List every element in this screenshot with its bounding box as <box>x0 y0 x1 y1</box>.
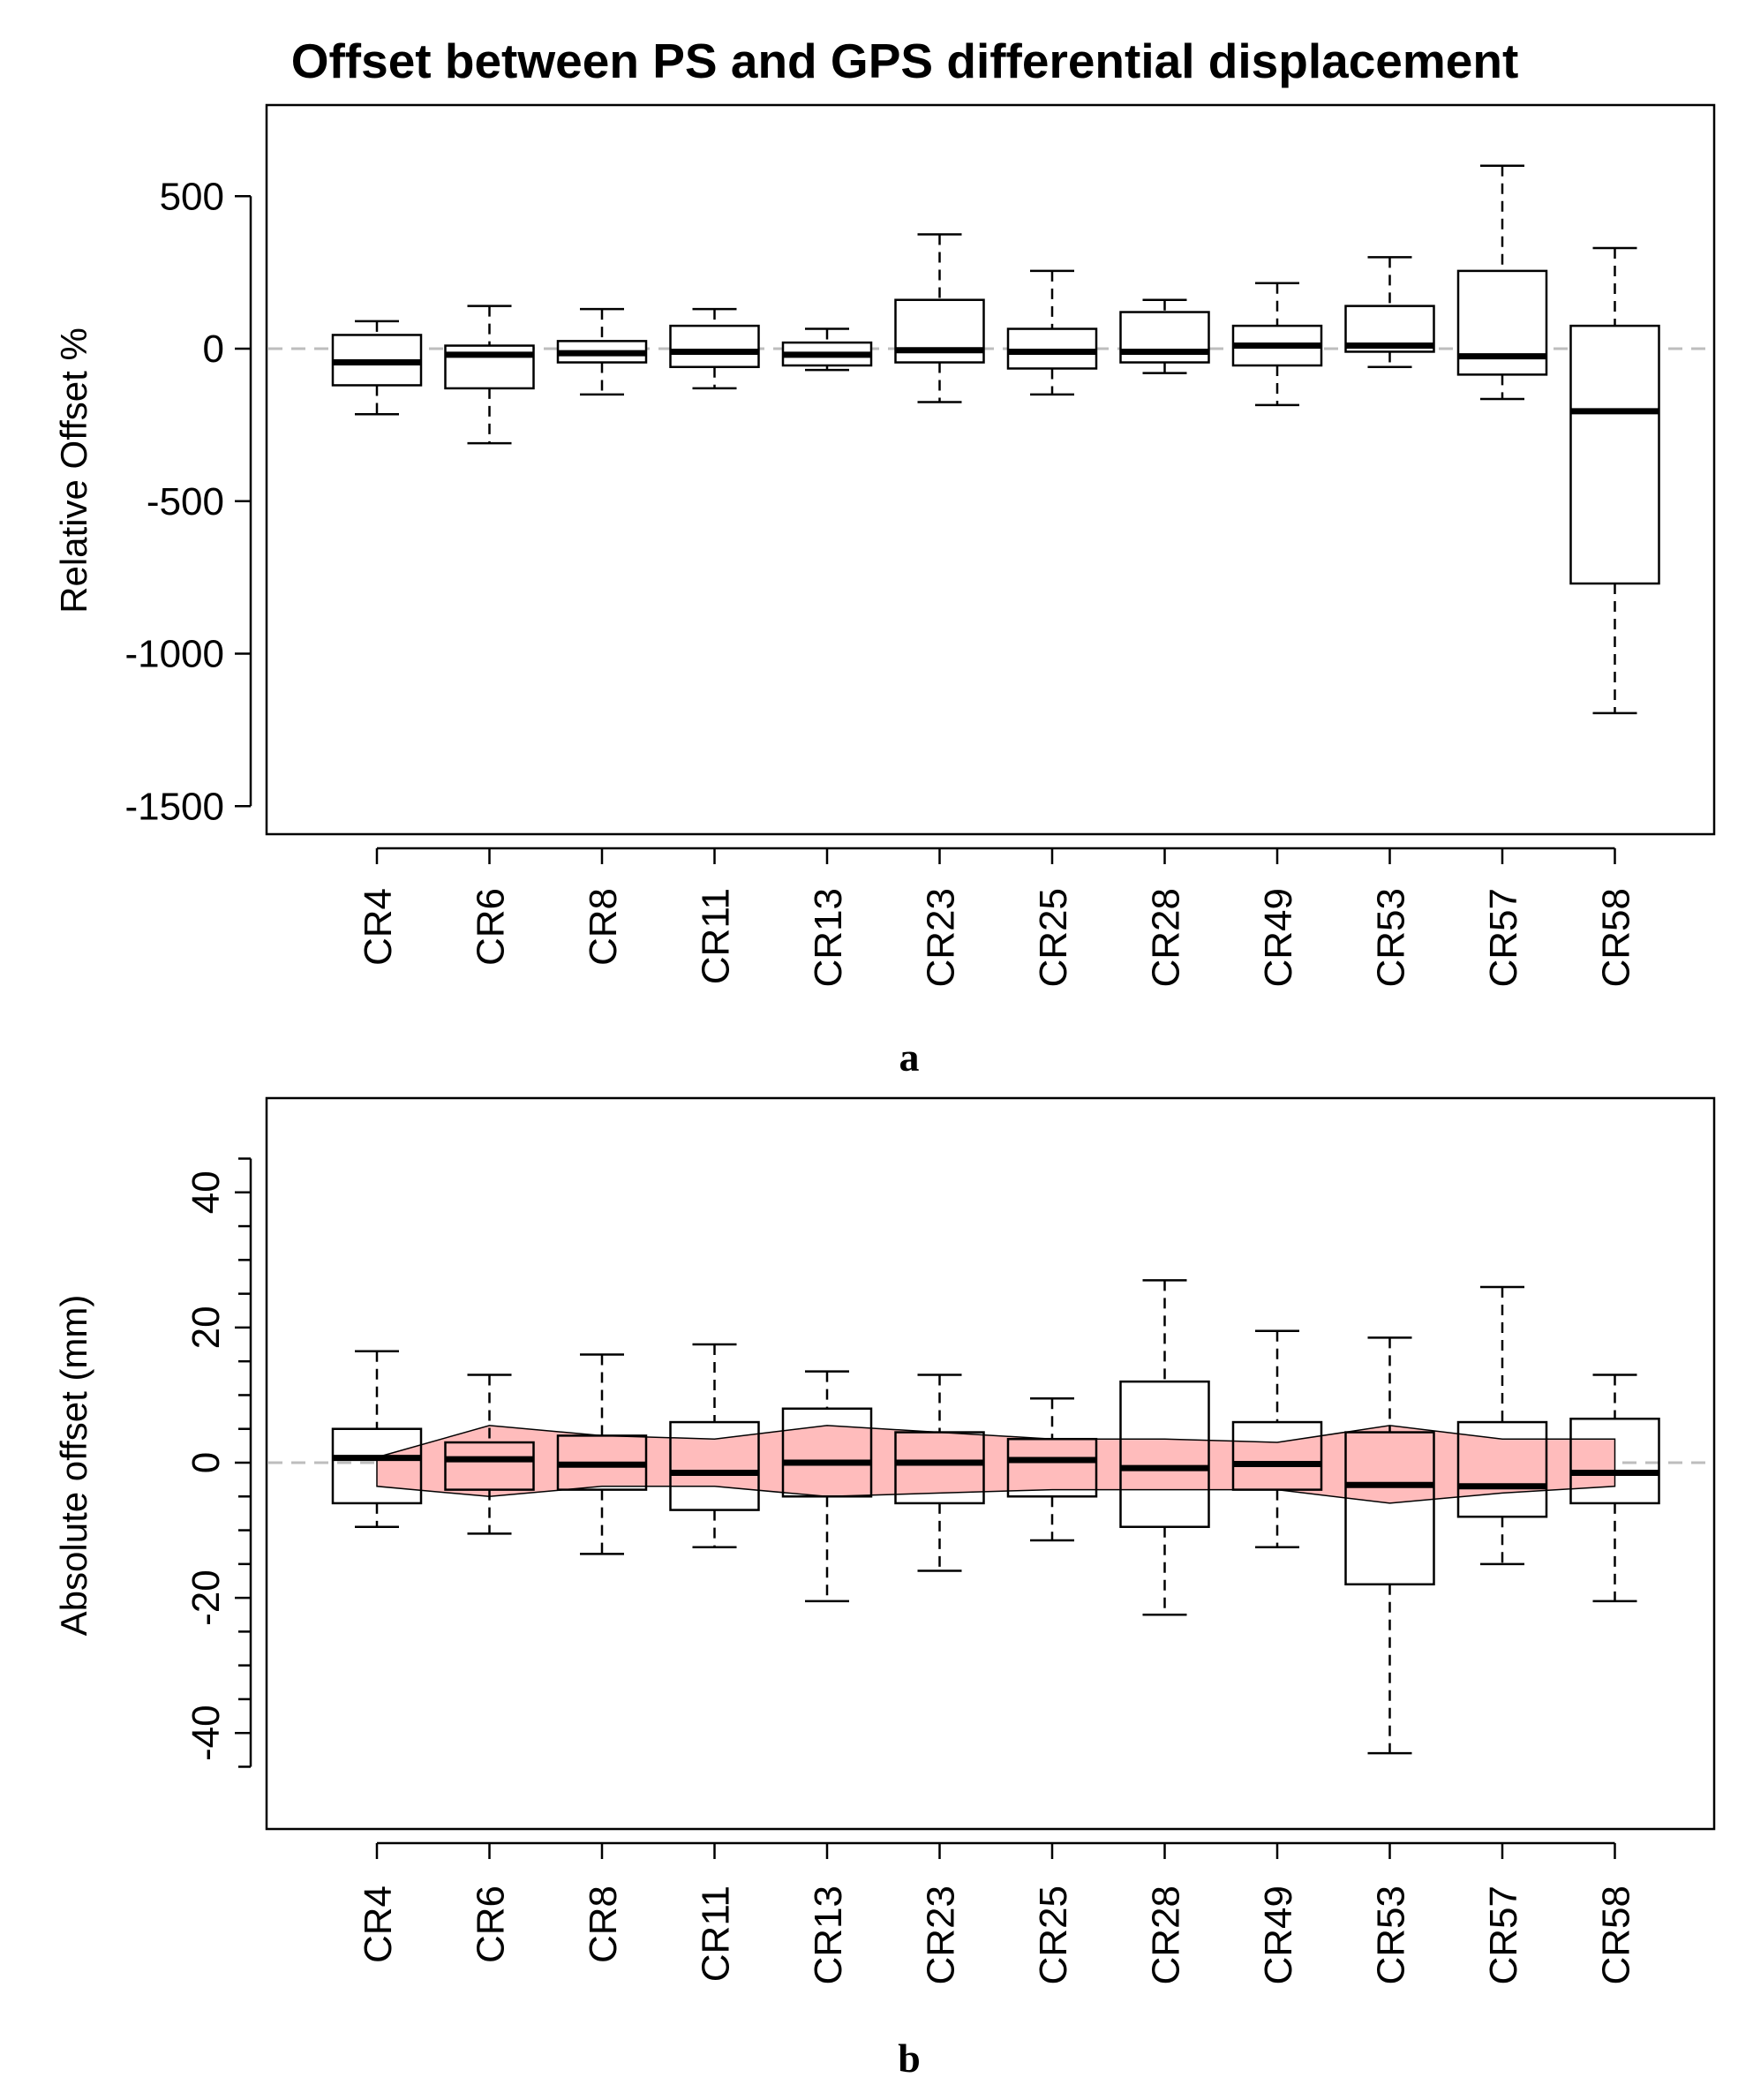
panel-b-chart: 40 20 0 -20 -40 CR4 CR6 CR8 CR11 CR13 CR23 CR25 CR2… <box>53 1096 1716 2081</box>
y-tick-label: -20 <box>184 1569 228 1626</box>
x-tick-label: CR23 <box>920 888 963 988</box>
iqr-box <box>669 1420 760 1511</box>
iqr-box <box>781 1407 873 1498</box>
x-tick-label: CR58 <box>1595 888 1638 988</box>
box-cr57 <box>1456 164 1548 401</box>
iqr-box <box>1456 1420 1548 1518</box>
x-tick-label: CR28 <box>1145 888 1188 988</box>
box-cr25 <box>1006 269 1098 396</box>
x-tick-label: CR4 <box>357 888 400 966</box>
iqr-box <box>1006 1437 1098 1498</box>
x-tick-label: CR49 <box>1257 1885 1300 1985</box>
y-tick-label: 20 <box>184 1306 228 1349</box>
x-tick-label: CR53 <box>1370 888 1413 988</box>
chart-title: Offset between PS and GPS differential d… <box>291 34 1519 88</box>
box-cr49 <box>1231 282 1323 407</box>
box-cr58 <box>1569 1374 1660 1603</box>
box-cr23 <box>894 1374 985 1572</box>
box-cr53 <box>1344 256 1435 368</box>
panel-a-chart: Offset between PS and GPS differential d… <box>53 34 1716 1080</box>
x-tick-label: CR6 <box>470 1885 513 1963</box>
x-tick-label: CR53 <box>1370 1885 1413 1985</box>
box-cr58 <box>1569 246 1660 715</box>
y-tick-label: -500 <box>147 480 224 523</box>
panel-label-a: a <box>899 1035 920 1080</box>
iqr-box <box>444 1441 535 1491</box>
box-cr28 <box>1119 298 1210 374</box>
iqr-box <box>331 1427 423 1505</box>
box-cr6 <box>444 1374 535 1535</box>
x-tick-label: CR28 <box>1145 1885 1188 1985</box>
y-tick-label: -40 <box>184 1705 228 1761</box>
y-tick-label: 0 <box>203 327 224 371</box>
x-tick-label: CR57 <box>1482 1885 1525 1985</box>
box-cr13 <box>781 1370 873 1603</box>
iqr-box <box>1231 1420 1323 1491</box>
x-tick-label: CR6 <box>470 888 513 966</box>
box-cr8 <box>556 307 648 396</box>
y-tick-label: 40 <box>184 1170 228 1214</box>
box-cr28 <box>1119 1279 1210 1616</box>
box-cr6 <box>444 305 535 445</box>
iqr-box <box>1119 311 1210 364</box>
box-cr8 <box>556 1353 648 1555</box>
x-tick-label: CR11 <box>695 888 738 984</box>
box-cr23 <box>894 233 985 403</box>
iqr-box <box>1569 324 1660 585</box>
box-cr53 <box>1344 1336 1435 1755</box>
box-cr57 <box>1456 1285 1548 1566</box>
y-axis-label: Absolute offset (mm) <box>53 1295 94 1637</box>
x-tick-label: CR25 <box>1032 888 1075 988</box>
y-tick-label: 0 <box>184 1452 228 1473</box>
iqr-box <box>669 324 760 368</box>
x-tick-label: CR13 <box>807 888 850 988</box>
y-tick-label: -1000 <box>124 633 224 676</box>
shaded-band <box>376 1425 1616 1504</box>
x-tick-label: CR11 <box>695 1885 738 1982</box>
y-tick-label: -1500 <box>124 785 224 828</box>
box-cr49 <box>1231 1329 1323 1548</box>
panel-label-b: b <box>898 2036 921 2081</box>
box-cr25 <box>1006 1397 1098 1542</box>
iqr-box <box>894 1431 985 1505</box>
x-tick-label: CR58 <box>1595 1885 1638 1985</box>
x-tick-label: CR25 <box>1032 1885 1075 1985</box>
x-tick-label: CR4 <box>357 1885 400 1963</box>
box-cr11 <box>669 1343 760 1548</box>
y-axis-label: Relative Offset % <box>53 327 94 613</box>
x-tick-label: CR57 <box>1482 888 1525 988</box>
x-tick-label: CR8 <box>582 1885 625 1963</box>
box-cr4 <box>331 320 423 416</box>
y-tick-label: 500 <box>160 175 224 218</box>
box-cr11 <box>669 307 760 390</box>
iqr-box <box>1119 1380 1210 1528</box>
x-tick-label: CR13 <box>807 1885 850 1985</box>
iqr-box <box>1569 1417 1660 1505</box>
iqr-box <box>1344 1431 1435 1586</box>
box-cr13 <box>781 327 873 372</box>
x-tick-label: CR8 <box>582 888 625 966</box>
plot-frame <box>265 1096 1716 1831</box>
x-tick-label: CR49 <box>1257 888 1300 988</box>
plot-frame <box>265 103 1716 836</box>
x-tick-label: CR23 <box>920 1885 963 1985</box>
box-cr4 <box>331 1350 423 1528</box>
